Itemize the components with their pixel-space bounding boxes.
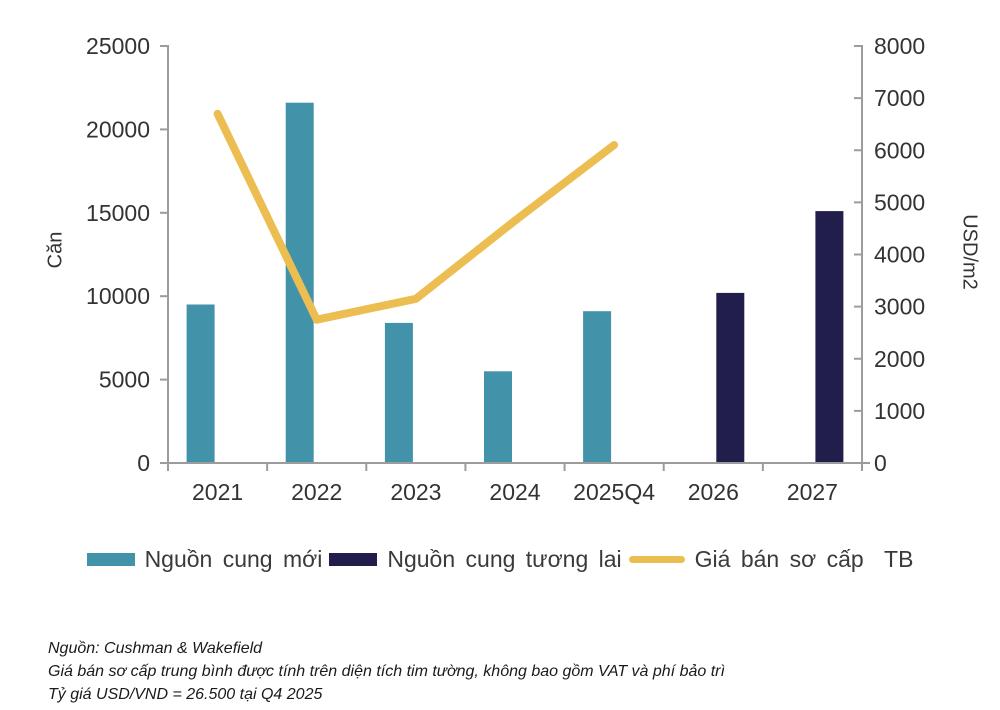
footnote-exchange-rate: Tỷ giá USD/VND = 26.500 tại Q4 2025	[48, 686, 323, 703]
x-axis-label-2023: 2023	[390, 479, 441, 505]
bar-2024	[484, 371, 512, 463]
footnote-price-definition: Giá bán sơ cấp trung bình được tính trên…	[48, 663, 725, 680]
right-axis-tick-label: 2000	[874, 346, 925, 372]
primary-price-line	[213, 109, 619, 324]
chart-footnotes: Nguồn: Cushman & Wakefield Giá bán sơ cấ…	[48, 637, 968, 706]
legend-item-primary-price: Giá bán sơ cấp TB	[628, 545, 914, 573]
chart-legend: Nguồn cung mới Nguồn cung tương lai Giá …	[0, 544, 1000, 574]
x-axis-label-2022: 2022	[291, 479, 342, 505]
legend-label-new-supply: Nguồn cung mới	[144, 545, 323, 572]
right-axis-tick-label: 4000	[874, 242, 925, 268]
x-axis-label-2025Q4: 2025Q4	[573, 479, 655, 505]
right-axis-tick-label: 3000	[874, 294, 925, 320]
right-axis-tick-label: 7000	[874, 85, 925, 111]
left-axis-title: Căn	[44, 231, 67, 269]
right-axis-tick-label: 0	[874, 450, 887, 476]
legend-swatch-primary-price-line	[628, 555, 685, 563]
right-axis-tick-label: 5000	[874, 189, 925, 215]
right-axis-tick-label: 6000	[874, 137, 925, 163]
left-axis-tick-label: 0	[137, 450, 150, 476]
legend-swatch-new-supply	[86, 552, 135, 566]
bar-2021	[186, 304, 215, 463]
legend-item-new-supply: Nguồn cung mới	[86, 545, 323, 573]
footnote-source: Nguồn: Cushman & Wakefield	[48, 640, 263, 657]
legend-label-future-supply: Nguồn cung tương lai	[387, 545, 622, 572]
x-axis-label-2021: 2021	[192, 479, 243, 505]
right-axis-tick-label: 8000	[874, 33, 925, 59]
bar-2026	[716, 292, 745, 463]
left-axis-tick-label: 10000	[86, 283, 150, 309]
combo-chart: 0 5000 10000 15000 20000 25000 0 1000 2000 3000 40…	[86, 33, 925, 505]
left-axis-tick-label: 20000	[86, 116, 150, 142]
right-axis-title: USD/m2	[958, 214, 981, 290]
legend-swatch-future-supply	[329, 552, 378, 566]
left-axis-tick-label: 25000	[86, 33, 150, 59]
left-axis-tick-label: 5000	[99, 367, 150, 393]
legend-item-future-supply: Nguồn cung tương lai	[329, 545, 622, 573]
bar-2025Q4	[583, 311, 612, 463]
x-axis-label-2026: 2026	[688, 479, 739, 505]
bar-2023	[384, 322, 413, 463]
legend-label-primary-price: Giá bán sơ cấp TB	[694, 545, 914, 572]
x-axis-label-2024: 2024	[489, 479, 540, 505]
x-axis-label-2027: 2027	[787, 479, 838, 505]
bar-2027	[815, 211, 844, 463]
left-axis-tick-label: 15000	[86, 200, 150, 226]
right-axis-tick-label: 1000	[874, 398, 925, 424]
